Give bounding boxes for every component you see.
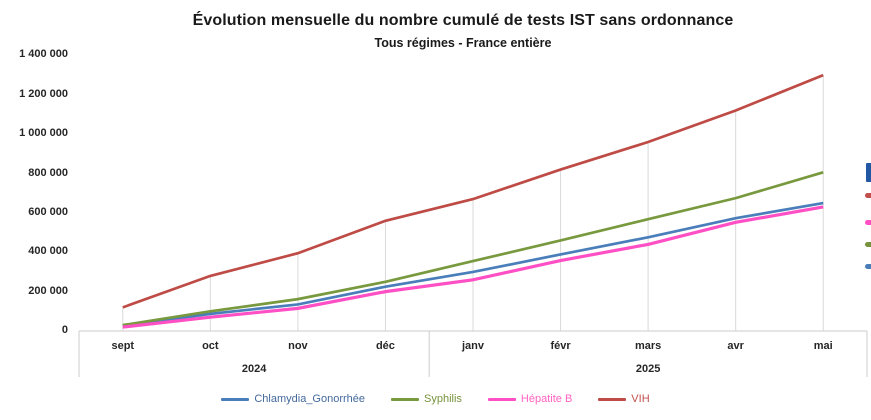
x-month-label: avr <box>727 340 744 352</box>
x-year-label: 2025 <box>635 363 661 375</box>
x-month-label: déc <box>375 340 395 352</box>
chart-subtitle: Tous régimes - France entière <box>374 36 552 50</box>
y-tick-label: 0 <box>61 324 68 336</box>
y-tick-label: 1 400 000 <box>19 48 68 61</box>
series-line-chlamydia-gonorrh-e <box>122 201 824 328</box>
clipped-right-legend-marker-hepatite-b <box>865 220 871 225</box>
clipped-right-legend-marker-vih <box>865 193 871 198</box>
x-month-label: févr <box>550 340 571 352</box>
y-tick-label: 400 000 <box>28 245 68 258</box>
series-line-h-patite-b <box>122 205 824 329</box>
x-month-label: mai <box>813 340 833 352</box>
legend-item-chlamydia-gonorrhee[interactable]: Chlamydia_Gonorrhée <box>221 393 365 406</box>
clipped-right-legend-bar <box>866 163 871 182</box>
chart-title: Évolution mensuelle du nombre cumulé de … <box>192 12 734 29</box>
chlamydia-gonorrhee-line-swatch <box>221 397 250 401</box>
syphilis-line-swatch <box>391 397 420 401</box>
x-month-label: oct <box>202 340 219 352</box>
clipped-right-legend-marker-syphilis <box>865 242 871 247</box>
y-tick-label: 1 200 000 <box>19 87 68 100</box>
series-line-vih <box>122 73 824 309</box>
legend-label: Syphilis <box>424 392 462 405</box>
x-month-label: sept <box>111 340 135 352</box>
plot-area <box>78 73 868 377</box>
y-tick-label: 600 000 <box>28 205 68 218</box>
x-month-label: mars <box>634 340 662 352</box>
legend-item-syphilis[interactable]: Syphilis <box>391 393 462 406</box>
legend-label: VIH <box>631 392 650 405</box>
legend-item-hepatite-b[interactable]: Hépatite B <box>487 392 573 406</box>
x-month-label: janv <box>461 340 484 352</box>
legend-label: Chlamydia_Gonorrhée <box>254 392 366 405</box>
series-line-syphilis <box>122 171 824 327</box>
hepatite-b-line-swatch <box>487 397 516 401</box>
vih-line-swatch <box>598 397 627 401</box>
legend-label: Hépatite B <box>520 392 573 405</box>
y-tick-label: 200 000 <box>28 284 68 297</box>
chart-legend: Chlamydia_Gonorrhée Syphilis Hépatite B … <box>0 391 871 407</box>
y-tick-label: 1 000 000 <box>19 127 68 140</box>
x-year-label: 2024 <box>241 363 267 375</box>
clipped-right-legend-marker-chlamydia <box>865 264 871 269</box>
x-month-label: nov <box>288 340 308 352</box>
legend-item-vih[interactable]: VIH <box>598 392 650 406</box>
y-tick-label: 800 000 <box>28 166 68 179</box>
